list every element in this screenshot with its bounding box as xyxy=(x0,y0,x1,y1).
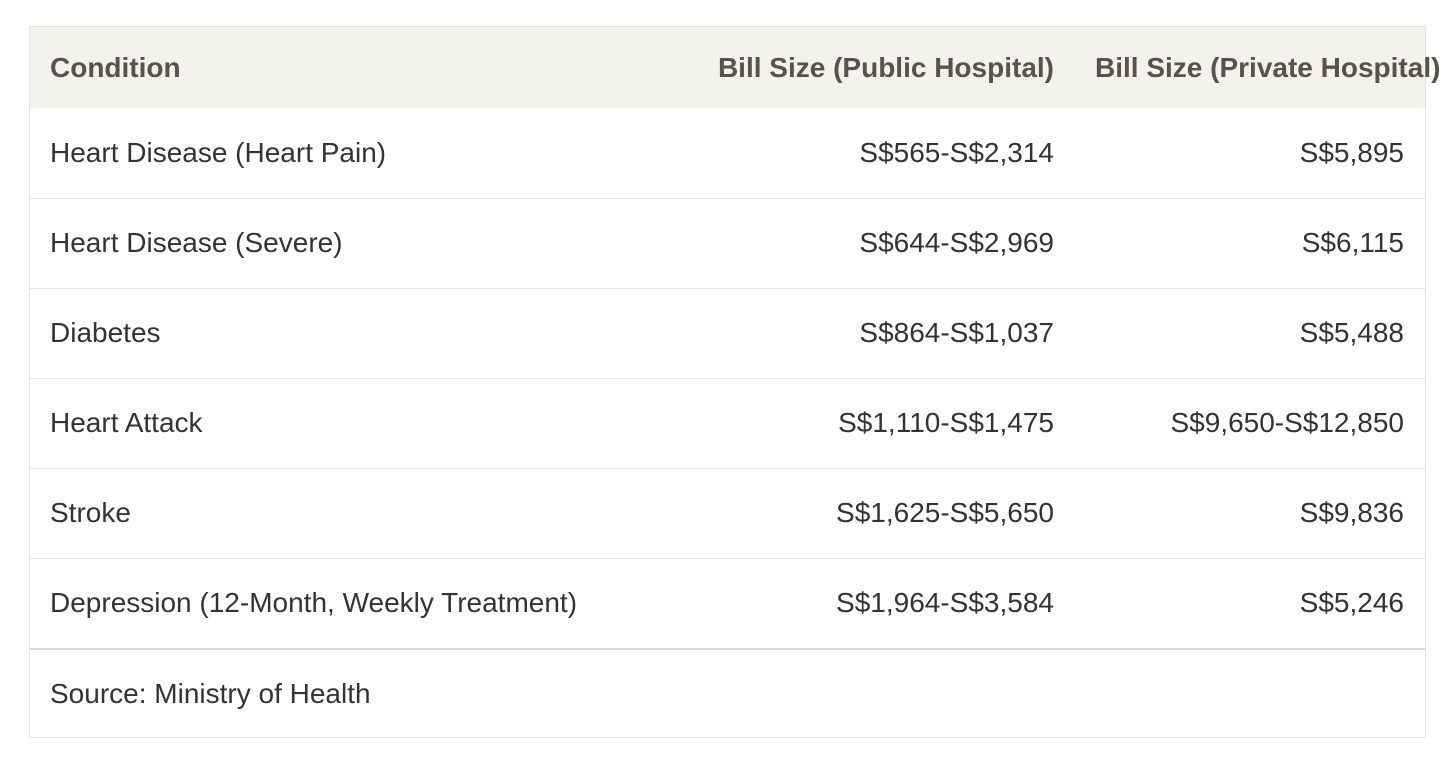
table-row: Diabetes S$864-S$1,037 S$5,488 xyxy=(30,288,1425,378)
header-public-hospital: Bill Size (Public Hospital) xyxy=(717,51,1054,83)
cell-condition: Heart Disease (Severe) xyxy=(50,227,343,258)
source-note: Source: Ministry of Health xyxy=(30,648,1425,737)
table-row: Heart Attack S$1,110-S$1,475 S$9,650-S$1… xyxy=(30,378,1425,468)
source-text: Source: Ministry of Health xyxy=(50,677,371,709)
cell-condition: Depression (12-Month, Weekly Treatment) xyxy=(50,587,578,619)
cell-private-bill: S$5,246 xyxy=(1299,587,1404,619)
cell-condition: Diabetes xyxy=(50,317,161,348)
table-body: Heart Disease (Heart Pain) S$565-S$2,314… xyxy=(30,108,1425,648)
cell-condition: Stroke xyxy=(50,497,131,528)
table-row: Stroke S$1,625-S$5,650 S$9,836 xyxy=(30,468,1425,558)
cell-private-bill: S$9,836 xyxy=(1299,497,1404,528)
data-table: Condition Bill Size (Public Hospital) Bi… xyxy=(30,27,1441,648)
cell-private-bill: S$5,488 xyxy=(1299,317,1404,348)
table-row: Depression (12-Month, Weekly Treatment) … xyxy=(30,558,1425,648)
cell-condition: Heart Disease (Heart Pain) xyxy=(50,136,387,168)
cell-private-bill: S$5,895 xyxy=(1299,136,1404,168)
cell-private-bill: S$6,115 xyxy=(1301,227,1404,258)
cell-public-bill: S$1,625-S$5,650 xyxy=(836,497,1054,528)
cell-public-bill: S$644-S$2,969 xyxy=(859,227,1054,258)
cell-public-bill: S$1,110-S$1,475 xyxy=(838,407,1054,438)
cell-public-bill: S$565-S$2,314 xyxy=(859,136,1054,168)
header-row: Condition Bill Size (Public Hospital) Bi… xyxy=(30,27,1441,108)
cell-private-bill: S$9,650-S$12,850 xyxy=(1170,407,1404,438)
cell-condition: Heart Attack xyxy=(50,407,203,438)
table-header: Condition Bill Size (Public Hospital) Bi… xyxy=(30,27,1441,108)
bill-size-table: Condition Bill Size (Public Hospital) Bi… xyxy=(29,26,1441,738)
table-row: Heart Disease (Heart Pain) S$565-S$2,314… xyxy=(30,108,1425,198)
cell-public-bill: S$864-S$1,037 xyxy=(859,317,1054,348)
header-private-hospital: Bill Size (Private Hospital) xyxy=(1095,51,1441,83)
cell-public-bill: S$1,964-S$3,584 xyxy=(836,587,1054,619)
table-row: Heart Disease (Severe) S$644-S$2,969 S$6… xyxy=(30,198,1425,288)
header-condition: Condition xyxy=(50,51,181,83)
